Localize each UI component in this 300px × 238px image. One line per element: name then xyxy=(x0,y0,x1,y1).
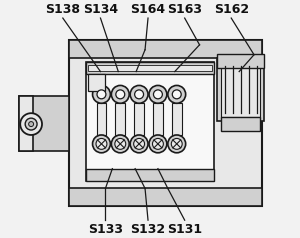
Bar xyxy=(69,188,262,206)
Bar xyxy=(97,103,106,135)
Text: S133: S133 xyxy=(88,223,123,236)
Circle shape xyxy=(28,122,34,127)
Text: S132: S132 xyxy=(130,223,166,236)
Circle shape xyxy=(135,90,144,99)
Bar xyxy=(218,54,264,68)
Bar xyxy=(19,96,33,151)
Bar xyxy=(221,117,260,131)
Circle shape xyxy=(168,85,186,103)
Circle shape xyxy=(154,90,162,99)
Bar xyxy=(19,96,69,151)
Circle shape xyxy=(115,139,126,149)
Text: S162: S162 xyxy=(214,3,249,16)
Circle shape xyxy=(172,90,181,99)
Bar xyxy=(134,103,144,135)
Circle shape xyxy=(149,135,167,153)
Bar xyxy=(88,74,105,91)
Circle shape xyxy=(92,85,110,103)
Circle shape xyxy=(134,139,145,149)
Circle shape xyxy=(149,85,167,103)
Text: S164: S164 xyxy=(130,3,166,16)
Circle shape xyxy=(25,118,37,130)
Bar xyxy=(88,65,212,71)
Circle shape xyxy=(171,139,182,149)
Circle shape xyxy=(97,90,106,99)
Circle shape xyxy=(92,135,110,153)
Text: S138: S138 xyxy=(45,3,80,16)
Bar xyxy=(218,58,264,121)
Circle shape xyxy=(111,135,129,153)
Text: S131: S131 xyxy=(167,223,202,236)
Bar xyxy=(115,103,125,135)
Bar xyxy=(85,62,214,181)
Circle shape xyxy=(130,135,148,153)
Bar xyxy=(85,169,214,181)
Circle shape xyxy=(96,139,107,149)
Bar xyxy=(172,103,182,135)
Circle shape xyxy=(152,139,164,149)
Circle shape xyxy=(130,85,148,103)
Text: S163: S163 xyxy=(167,3,202,16)
Circle shape xyxy=(116,90,125,99)
Bar xyxy=(69,40,262,58)
Bar xyxy=(153,103,163,135)
Circle shape xyxy=(111,85,129,103)
Text: S134: S134 xyxy=(83,3,118,16)
Bar xyxy=(221,62,260,117)
Circle shape xyxy=(168,135,186,153)
Bar xyxy=(69,40,262,206)
Bar xyxy=(85,62,214,74)
Circle shape xyxy=(20,113,42,135)
